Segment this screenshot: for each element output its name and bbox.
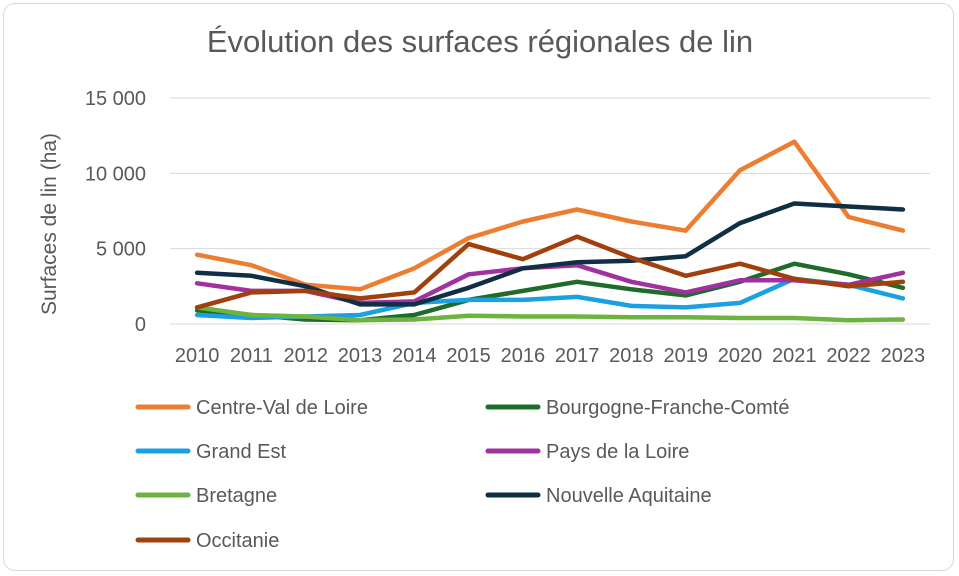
legend-item: Occitanie [135,530,279,552]
series-lines [194,139,906,323]
x-tick-label: 2018 [609,345,654,367]
series-line [194,234,906,310]
legend-label: Pays de la Loire [546,441,689,463]
x-tick-label: 2017 [555,345,600,367]
series-line [194,261,906,323]
y-axis-label: Surfaces de lin (ha) [38,133,61,315]
legend-item: Pays de la Loire [485,441,689,463]
series-line [194,201,906,307]
x-tick-label: 2016 [501,345,546,367]
legend-item: Centre-Val de Loire [135,397,368,419]
x-tick-label: 2022 [826,345,871,367]
legend-label: Occitanie [196,530,279,552]
legend-label: Grand Est [196,441,286,463]
x-tick-label: 2023 [881,345,926,367]
y-axis-ticks: 0 5 000 10 000 15 000 [85,88,146,336]
x-tick-label: 2021 [772,345,817,367]
legend-label: Nouvelle Aquitaine [546,485,712,507]
legend-item: Nouvelle Aquitaine [485,485,712,507]
legend-item: Bourgogne-Franche-Comté [485,397,789,419]
x-tick-label: 2010 [175,345,220,367]
chart-title: Évolution des surfaces régionales de lin [207,24,753,59]
legend-item: Bretagne [135,485,277,507]
series-line [194,139,906,292]
x-axis-ticks: 2010 2011 2012 2013 2014 2015 2016 2017 2018 2019… [175,345,925,367]
x-tick-label: 2020 [718,345,763,367]
y-tick-label: 10 000 [85,163,146,185]
x-tick-label: 2019 [663,345,708,367]
y-tick-label: 5 000 [96,239,146,261]
legend-label: Centre-Val de Loire [196,397,368,419]
legend-label: Bretagne [196,485,277,507]
x-tick-label: 2015 [446,345,491,367]
x-tick-label: 2014 [392,345,437,367]
y-tick-label: 15 000 [85,88,146,110]
series-line [194,305,906,323]
legend: Centre-Val de Loire Bourgogne-Franche-Com… [135,397,789,552]
legend-label: Bourgogne-Franche-Comté [546,397,789,419]
legend-item: Grand Est [135,441,286,463]
x-tick-label: 2011 [230,345,273,367]
x-tick-label: 2013 [338,345,383,367]
y-tick-label: 0 [135,314,146,336]
x-tick-label: 2012 [283,345,328,367]
